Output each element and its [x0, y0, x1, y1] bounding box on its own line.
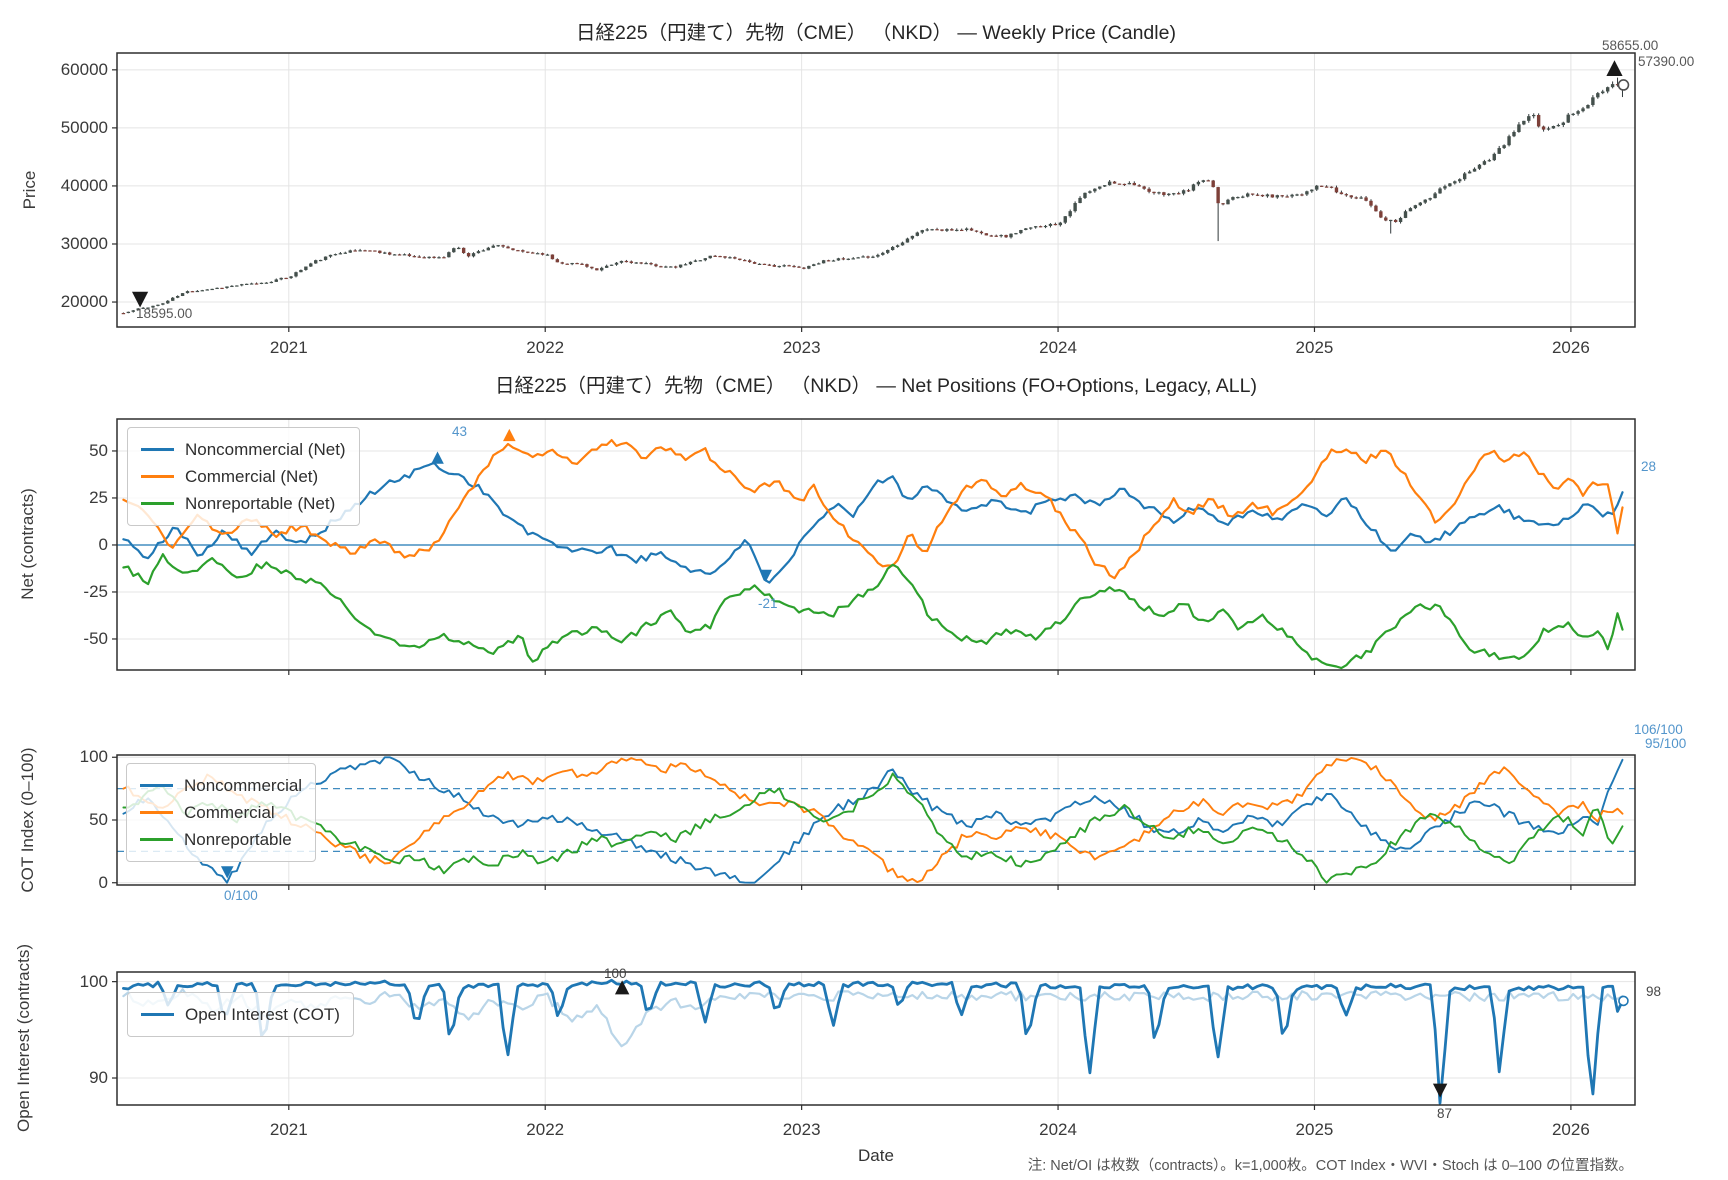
p1-xtick-2022: 2022 [526, 338, 565, 357]
p2-ytick-0: 0 [98, 534, 108, 554]
oi-dip-annotation: 87 [1437, 1106, 1453, 1121]
p3-ytick-100: 100 [79, 747, 108, 767]
legend-row: Noncommercial [140, 772, 302, 799]
p1-xtick-2024: 2024 [1039, 338, 1077, 357]
noncommercial-cot-legend-label: Noncommercial [184, 775, 303, 795]
p2-ytick--25: -25 [83, 581, 108, 601]
oi-peak-annotation: 100 [604, 966, 627, 981]
cot-index-legend: Noncommercial Commercial Nonreportable [126, 763, 317, 862]
net-positions-legend: Noncommercial (Net) Commercial (Net) Non… [127, 427, 360, 526]
open-interest-legend: Open Interest (COT) [127, 992, 354, 1037]
open-interest-line-swatch [141, 1013, 174, 1016]
net-y-axis-label: Net (contracts) [18, 488, 37, 600]
noncommercial-net-line-swatch [141, 448, 174, 451]
p1-ytick-30000: 30000 [60, 233, 108, 253]
commercial-cot-line-swatch [140, 811, 173, 814]
noncommercial-cot-line-swatch [140, 784, 173, 787]
p2-ytick--50: -50 [83, 628, 108, 648]
p4-xtick-2023: 2023 [782, 1120, 821, 1139]
oi-last-annotation: 98 [1646, 984, 1662, 999]
p4-xtick-2025: 2025 [1295, 1120, 1334, 1139]
price-panel-title: 日経225（円建て）先物（CME） （NKD） — Weekly Price (… [576, 22, 1176, 44]
price-y-axis-label: Price [20, 170, 39, 210]
net-positions-panel-title: 日経225（円建て）先物（CME） （NKD） — Net Positions … [495, 375, 1257, 397]
cot-end-top-annotation: 106/100 [1634, 722, 1683, 737]
nonreportable-cot-legend-label: Nonreportable [184, 829, 292, 849]
p3-ytick-0: 0 [98, 872, 108, 892]
p4-xtick-2021: 2021 [269, 1120, 308, 1139]
legend-row: Commercial [140, 799, 302, 826]
p4-xtick-2024: 2024 [1039, 1120, 1077, 1139]
legend-row: Noncommercial (Net) [141, 436, 346, 463]
cot-low-annotation: 0/100 [224, 888, 258, 903]
p4-xtick-2026: 2026 [1551, 1120, 1590, 1139]
open-interest-legend-label: Open Interest (COT) [185, 1004, 340, 1024]
p4-xtick-2022: 2022 [526, 1120, 565, 1139]
nonreportable-cot-line-swatch [140, 838, 173, 841]
legend-row: Commercial (Net) [141, 463, 346, 490]
legend-row: Nonreportable (Net) [141, 490, 346, 517]
price-high-annotation: 58655.00 [1602, 38, 1659, 53]
p4-ytick-100: 100 [79, 971, 108, 991]
legend-row: Nonreportable [140, 826, 302, 853]
p2-ytick-50: 50 [89, 440, 108, 460]
cot-index-y-axis-label: COT Index (0–100) [18, 747, 37, 893]
price-low-annotation: 18595.00 [136, 306, 193, 321]
commercial-net-line-swatch [141, 475, 174, 478]
open-interest-y-axis-label: Open Interest (contracts) [14, 943, 33, 1133]
p2-ytick-25: 25 [89, 487, 108, 507]
p1-ytick-50000: 50000 [60, 117, 108, 137]
commercial-cot-legend-label: Commercial [184, 802, 275, 822]
footnote-text: 注: Net/OI は枚数（contracts）。k=1,000枚。COT In… [1027, 1158, 1633, 1174]
p3-ytick-50: 50 [89, 810, 108, 829]
p4-ytick-90: 90 [89, 1068, 108, 1087]
p1-xtick-2026: 2026 [1551, 338, 1590, 357]
legend-row: Open Interest (COT) [141, 1001, 340, 1028]
nonreportable-net-line-swatch [141, 502, 174, 505]
commercial-net-legend-label: Commercial (Net) [185, 466, 319, 486]
noncommercial-net-legend-label: Noncommercial (Net) [185, 439, 346, 459]
p1-ytick-40000: 40000 [60, 175, 108, 195]
nonreportable-net-legend-label: Nonreportable (Net) [185, 493, 336, 513]
p1-xtick-2021: 2021 [269, 338, 308, 357]
date-x-axis-label: Date [858, 1146, 894, 1165]
net-last-annotation: 28 [1641, 459, 1657, 474]
net-peak-annotation: 43 [452, 424, 468, 439]
p1-xtick-2025: 2025 [1295, 338, 1334, 357]
net-dip-annotation: -21 [758, 596, 778, 611]
p1-ytick-60000: 60000 [60, 59, 108, 79]
cot-end-mid-annotation: 95/100 [1645, 736, 1687, 751]
p1-xtick-2023: 2023 [782, 338, 821, 357]
price-last-annotation: 57390.00 [1638, 54, 1695, 69]
p1-ytick-20000: 20000 [60, 292, 108, 312]
